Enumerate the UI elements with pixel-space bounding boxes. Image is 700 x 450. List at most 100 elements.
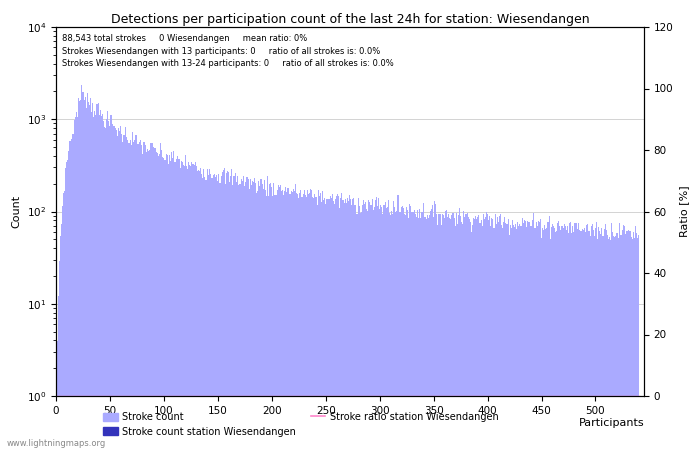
Bar bbox=[97, 104, 99, 450]
Bar bbox=[146, 152, 147, 450]
Bar bbox=[506, 224, 507, 450]
Bar bbox=[88, 102, 89, 450]
Bar bbox=[356, 214, 358, 450]
Bar bbox=[307, 189, 308, 450]
Bar bbox=[176, 159, 177, 450]
Bar bbox=[148, 151, 149, 450]
Bar bbox=[224, 167, 225, 450]
Bar bbox=[443, 215, 444, 450]
Bar bbox=[478, 215, 480, 450]
Bar bbox=[222, 172, 223, 450]
Bar bbox=[240, 184, 241, 450]
Bar bbox=[575, 224, 577, 450]
Bar bbox=[330, 198, 332, 450]
Bar bbox=[195, 162, 196, 450]
Bar bbox=[598, 228, 599, 450]
Bar bbox=[278, 185, 279, 450]
Bar bbox=[95, 115, 97, 450]
Bar bbox=[267, 176, 268, 450]
Bar bbox=[118, 128, 119, 450]
Bar bbox=[196, 166, 197, 450]
Bar bbox=[111, 124, 113, 450]
Bar bbox=[504, 217, 505, 450]
Bar bbox=[477, 217, 478, 450]
Bar bbox=[638, 234, 639, 450]
Bar bbox=[554, 228, 555, 450]
Bar bbox=[67, 160, 69, 450]
Bar bbox=[494, 228, 495, 450]
Bar bbox=[178, 159, 179, 450]
Bar bbox=[364, 204, 365, 450]
Bar bbox=[444, 218, 445, 450]
Bar bbox=[352, 199, 354, 450]
Bar bbox=[199, 171, 200, 450]
Bar bbox=[508, 219, 509, 450]
Bar bbox=[173, 151, 174, 450]
Bar bbox=[555, 233, 556, 450]
Bar bbox=[290, 191, 292, 450]
Bar bbox=[321, 202, 322, 450]
Bar bbox=[167, 155, 168, 450]
Bar bbox=[547, 222, 549, 450]
Bar bbox=[64, 191, 65, 450]
Bar bbox=[463, 211, 464, 450]
Bar bbox=[613, 236, 615, 450]
Bar bbox=[429, 216, 430, 450]
Bar bbox=[294, 191, 295, 450]
Bar bbox=[579, 230, 580, 450]
Bar bbox=[266, 196, 267, 450]
Bar bbox=[436, 215, 438, 450]
Bar bbox=[197, 171, 198, 450]
Bar bbox=[501, 225, 502, 450]
Bar bbox=[622, 230, 623, 450]
Bar bbox=[607, 235, 608, 450]
Bar bbox=[134, 140, 135, 450]
Bar bbox=[518, 226, 519, 450]
Bar bbox=[230, 176, 231, 450]
Bar bbox=[75, 117, 76, 450]
Bar bbox=[392, 214, 393, 450]
Bar bbox=[234, 173, 236, 450]
Bar bbox=[426, 216, 428, 450]
Bar bbox=[629, 231, 631, 450]
Bar bbox=[624, 225, 625, 450]
Bar bbox=[172, 158, 173, 450]
Bar bbox=[314, 194, 316, 450]
Bar bbox=[186, 166, 187, 450]
Bar bbox=[404, 214, 405, 450]
Bar bbox=[236, 182, 237, 450]
Bar bbox=[137, 144, 139, 450]
Bar bbox=[474, 219, 475, 450]
Bar bbox=[471, 232, 472, 450]
Bar bbox=[440, 225, 442, 450]
Bar bbox=[431, 209, 432, 450]
Bar bbox=[445, 212, 446, 450]
Bar bbox=[514, 227, 515, 450]
Bar bbox=[490, 226, 491, 450]
Bar bbox=[160, 143, 161, 450]
Bar bbox=[634, 238, 635, 450]
Bar bbox=[521, 226, 522, 450]
Bar bbox=[76, 112, 77, 450]
Bar bbox=[480, 220, 482, 450]
Bar bbox=[91, 112, 92, 450]
Bar bbox=[430, 211, 431, 450]
Bar bbox=[442, 214, 443, 450]
Bar bbox=[362, 204, 363, 450]
Bar bbox=[428, 218, 429, 450]
Bar bbox=[170, 161, 171, 450]
Bar bbox=[589, 236, 591, 450]
Bar bbox=[631, 238, 633, 450]
Bar bbox=[133, 142, 134, 450]
Bar bbox=[571, 233, 573, 450]
Bar bbox=[358, 206, 360, 450]
Bar bbox=[583, 230, 584, 450]
Bar bbox=[565, 226, 566, 450]
Legend: Stroke count, Stroke count station Wiesendangen, Stroke ratio station Wiesendang: Stroke count, Stroke count station Wiese… bbox=[99, 408, 503, 441]
Bar bbox=[165, 154, 167, 450]
Bar bbox=[390, 215, 391, 450]
Bar bbox=[386, 207, 388, 450]
Bar bbox=[542, 228, 543, 450]
Bar bbox=[484, 219, 485, 450]
Bar bbox=[552, 224, 553, 450]
